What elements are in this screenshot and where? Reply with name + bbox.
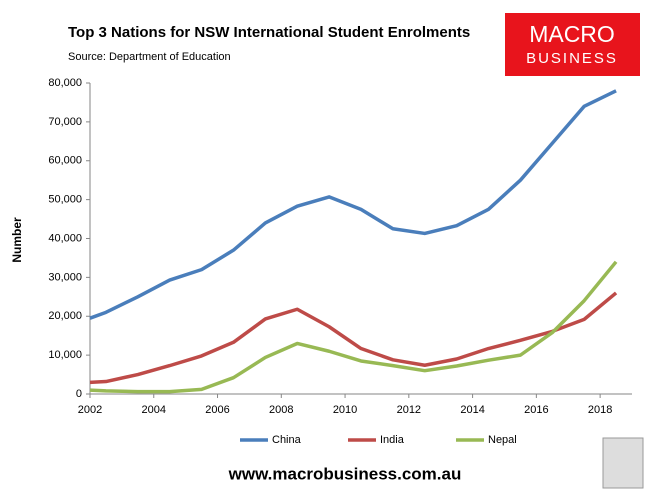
x-tick-label: 2014 bbox=[460, 404, 484, 416]
logo-text: BUSINESS bbox=[526, 50, 618, 67]
legend-label: China bbox=[272, 434, 302, 446]
x-tick-label: 2004 bbox=[142, 404, 166, 416]
x-tick-label: 2012 bbox=[397, 404, 421, 416]
y-tick-label: 20,000 bbox=[48, 310, 82, 322]
y-tick-label: 40,000 bbox=[48, 232, 82, 244]
y-tick-label: 60,000 bbox=[48, 155, 82, 167]
chart-title: Top 3 Nations for NSW International Stud… bbox=[68, 24, 470, 41]
x-tick-label: 2006 bbox=[205, 404, 229, 416]
y-tick-label: 70,000 bbox=[48, 116, 82, 128]
x-tick-label: 2010 bbox=[333, 404, 357, 416]
legend-label: Nepal bbox=[488, 434, 517, 446]
footer-url: www.macrobusiness.com.au bbox=[228, 464, 462, 483]
y-tick-label: 80,000 bbox=[48, 77, 82, 89]
series-line bbox=[89, 260, 618, 394]
y-tick-label: 0 bbox=[76, 388, 82, 400]
y-axis-label: Number bbox=[10, 217, 24, 263]
x-tick-label: 2016 bbox=[524, 404, 548, 416]
logo-text: MACRO bbox=[529, 21, 615, 47]
x-tick-label: 2002 bbox=[78, 404, 102, 416]
chart-subtitle: Source: Department of Education bbox=[68, 51, 231, 63]
x-tick-label: 2008 bbox=[269, 404, 293, 416]
series-line bbox=[89, 291, 618, 385]
y-tick-label: 50,000 bbox=[48, 194, 82, 206]
wolf-icon bbox=[602, 437, 644, 489]
x-tick-label: 2018 bbox=[588, 404, 612, 416]
legend-label: India bbox=[380, 434, 405, 446]
logo-box bbox=[505, 13, 640, 76]
series-line bbox=[89, 89, 617, 320]
y-tick-label: 30,000 bbox=[48, 271, 82, 283]
y-tick-label: 10,000 bbox=[48, 349, 82, 361]
